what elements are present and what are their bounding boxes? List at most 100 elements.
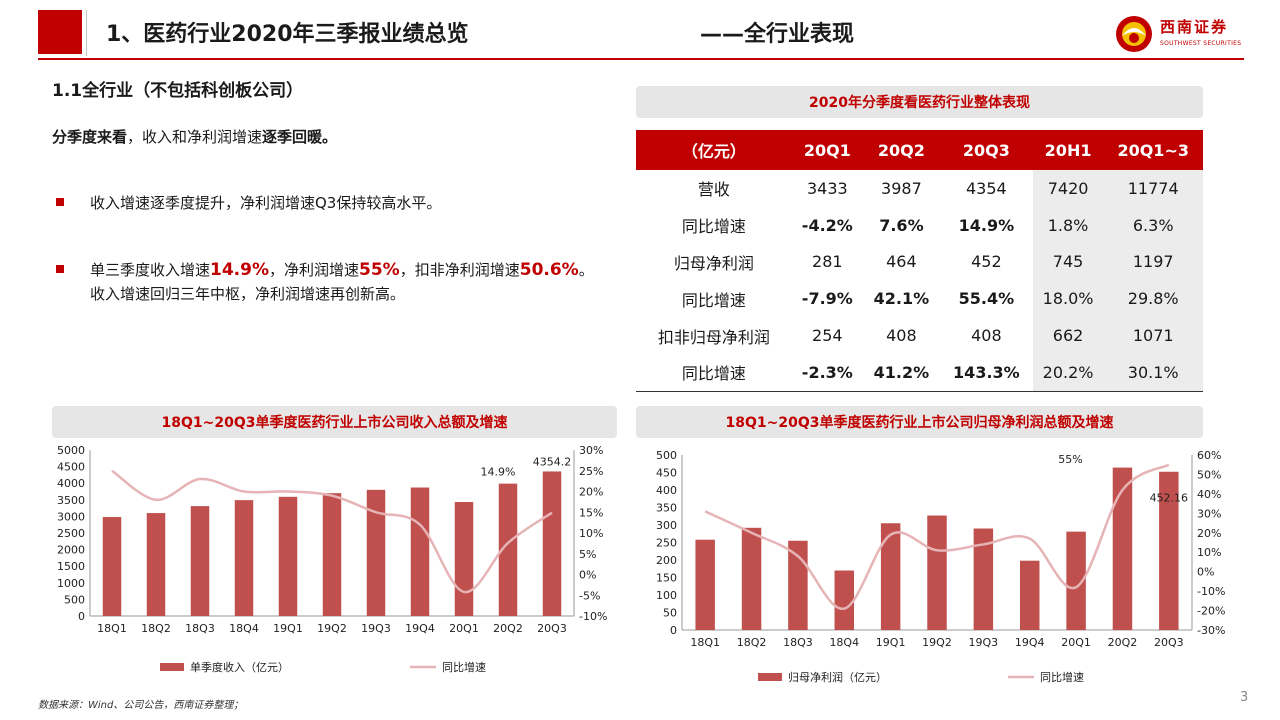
table-row-label: 同比增速 [681, 364, 746, 384]
table-row: 扣非归母净利润 254 408 408 662 1071 [636, 317, 1203, 354]
table-cell: 1.8% [1032, 206, 1104, 244]
growth-line [111, 469, 553, 594]
x-tick-label: 18Q4 [229, 622, 259, 635]
page-number: 3 [1240, 690, 1249, 705]
table-cell: 1071 [1103, 317, 1203, 354]
data-label: 452.16 [1150, 492, 1189, 505]
section-title: 1.1全行业（不包括科创板公司） [52, 81, 304, 101]
legend-bar-swatch [758, 673, 782, 681]
y-right-tick-label: 40% [1197, 488, 1221, 501]
bullet-square-icon [56, 198, 64, 206]
table-cell: 29.8% [1103, 280, 1203, 318]
table-cell: 55.4% [958, 289, 1015, 309]
logo-emblem-icon [1116, 16, 1152, 52]
y-left-tick-label: 1500 [57, 560, 85, 573]
table-cell: 42.1% [873, 289, 930, 309]
x-tick-label: 18Q3 [185, 622, 215, 635]
lead-bold: 分季度来看 [52, 128, 128, 146]
bar [234, 500, 254, 616]
lead-text: ，收入和净利润增速 [127, 128, 263, 146]
table-row: 营收 3433 3987 4354 7420 11774 [636, 170, 1203, 207]
table-cell: 408 [886, 326, 917, 346]
x-tick-label: 18Q3 [783, 636, 813, 649]
bar [498, 483, 518, 616]
bar [1112, 467, 1133, 630]
x-tick-label: 19Q1 [876, 636, 906, 649]
x-tick-label: 18Q1 [690, 636, 720, 649]
bullet2-part3: ，扣非净利润增速 [399, 261, 520, 279]
chart2-title: 18Q1~20Q3单季度医药行业上市公司归母净利润总额及增速 [636, 406, 1203, 438]
x-tick-label: 19Q2 [922, 636, 952, 649]
y-right-tick-label: 30% [579, 444, 603, 457]
x-tick-label: 18Q2 [737, 636, 767, 649]
y-right-tick-label: -20% [1197, 605, 1225, 618]
table-row-label: 同比增速 [681, 290, 746, 310]
bar [1066, 531, 1086, 630]
y-right-tick-label: 10% [579, 527, 603, 540]
bar [410, 487, 430, 616]
bar [542, 471, 562, 616]
x-tick-label: 18Q4 [829, 636, 859, 649]
table-title: 2020年分季度看医药行业整体表现 [636, 86, 1203, 118]
y-right-tick-label: 5% [579, 548, 596, 561]
bar [788, 540, 808, 630]
table-cell: 7.6% [879, 215, 924, 235]
y-left-tick-label: 50 [663, 607, 677, 620]
table-cell: 452 [971, 252, 1002, 272]
x-tick-label: 20Q1 [1061, 636, 1091, 649]
bullet2-part2: ，净利润增速 [269, 261, 360, 279]
table-cell: 14.9% [958, 215, 1015, 235]
table-row-label: 扣非归母净利润 [657, 327, 770, 347]
table-row: 归母净利润 281 464 452 745 1197 [636, 243, 1203, 281]
bar [741, 527, 762, 630]
y-left-tick-label: 4000 [57, 477, 85, 490]
page-title: 1、医药行业2020年三季报业绩总览 [106, 22, 469, 47]
table-cell: 408 [971, 326, 1002, 346]
table-header-cell: 20Q1~3 [1103, 130, 1203, 170]
y-left-tick-label: 500 [656, 449, 677, 462]
legend-bar-swatch [160, 663, 184, 671]
table-cell: -7.9% [801, 289, 853, 309]
bar [366, 489, 386, 616]
legend-bar-label: 归母净利润（亿元） [788, 670, 887, 684]
table-header-cell: 20H1 [1032, 130, 1104, 170]
x-tick-label: 18Q1 [97, 622, 127, 635]
y-right-tick-label: 0% [579, 569, 596, 582]
y-left-tick-label: 3500 [57, 494, 85, 507]
y-left-tick-label: 500 [64, 593, 85, 606]
table-cell: 745 [1032, 243, 1104, 281]
logo-chinese-name: 西南证券 [1160, 18, 1229, 36]
y-left-tick-label: 1000 [57, 577, 85, 590]
table-cell: 281 [812, 252, 843, 272]
table-row: 同比增速 -7.9% 42.1% 55.4% 18.0% 29.8% [636, 280, 1203, 318]
bullet2-deducted-growth: 50.6% [519, 260, 579, 280]
table-cell: 30.1% [1103, 353, 1203, 392]
table-cell: -4.2% [801, 215, 853, 235]
lead-bold-2: 逐季回暖。 [262, 128, 338, 146]
x-tick-label: 19Q4 [405, 622, 435, 635]
table-header-row: （亿元） 20Q1 20Q2 20Q3 20H1 20Q1~3 [636, 130, 1203, 170]
y-right-tick-label: 50% [1197, 468, 1221, 481]
y-right-tick-label: 0% [1197, 566, 1214, 579]
performance-table: （亿元） 20Q1 20Q2 20Q3 20H1 20Q1~3 营收 3433 39… [636, 130, 1203, 392]
table-cell: 3987 [881, 178, 922, 198]
x-tick-label: 20Q2 [493, 622, 523, 635]
table-cell: -2.3% [801, 362, 853, 382]
header-separator [86, 10, 87, 56]
bar [102, 517, 122, 616]
y-left-tick-label: 0 [670, 624, 677, 637]
legend-bar-label: 单季度收入（亿元） [190, 660, 289, 674]
table-row-label: 归母净利润 [673, 253, 754, 273]
bar [973, 528, 994, 630]
y-left-tick-label: 200 [656, 554, 677, 567]
y-right-tick-label: 20% [1197, 527, 1221, 540]
legend-line-label: 同比增速 [1040, 670, 1084, 684]
bar [834, 570, 855, 630]
table-cell: 18.0% [1032, 280, 1104, 318]
x-tick-label: 19Q3 [969, 636, 999, 649]
table-cell: 4354 [966, 178, 1007, 198]
header-red-block [38, 10, 82, 54]
bullet2-profit-growth: 55% [359, 260, 400, 280]
bar [190, 506, 210, 616]
x-tick-label: 18Q2 [141, 622, 171, 635]
